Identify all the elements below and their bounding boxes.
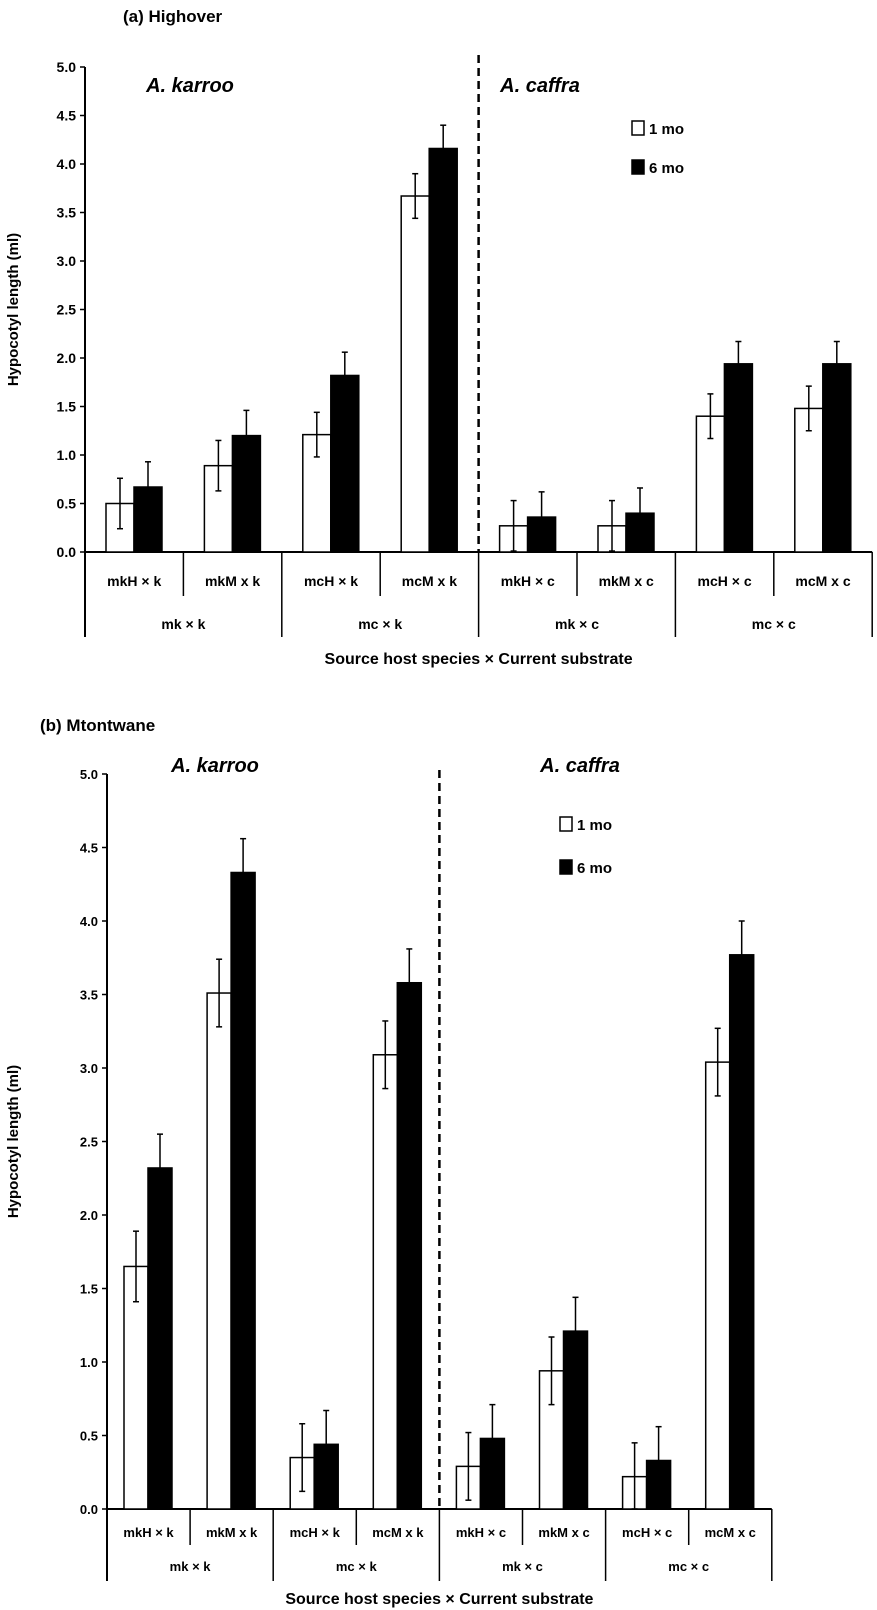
legend-label: 6 mo — [577, 860, 612, 877]
legend-label: 6 mo — [649, 160, 684, 177]
legend-swatch-6mo — [559, 859, 573, 875]
species-label-caffra: A. caffra — [539, 755, 620, 777]
y-tick-label: 3.5 — [80, 988, 98, 1003]
y-tick-label: 3.0 — [57, 253, 77, 269]
category-label: mcM x c — [705, 1525, 756, 1540]
chart-panel-a: (a) Highover 0.0 0.5 1.0 1.5 2.0 2.5 3.0 3.5 4.0 4… — [5, 7, 873, 668]
category-label: mkH × c — [501, 573, 555, 589]
y-axis-label: Hypocotyl length (ml) — [5, 233, 22, 386]
bar-1mo — [123, 1265, 149, 1510]
category-label: mkH × c — [456, 1525, 506, 1540]
y-tick-label: 1.0 — [57, 447, 77, 463]
category-label: mcM x k — [372, 1525, 424, 1540]
bar-6mo — [147, 1167, 173, 1510]
category-label: mcH × c — [622, 1525, 672, 1540]
y-tick-label: 2.5 — [80, 1135, 98, 1150]
legend-label: 1 mo — [577, 817, 612, 834]
category-label: mcH × k — [290, 1525, 341, 1540]
legend-swatch-1mo — [559, 816, 573, 832]
bar-6mo — [396, 981, 423, 1510]
y-tick-label: 5.0 — [57, 59, 77, 75]
y-tick-label: 2.0 — [57, 350, 77, 366]
y-tick-label: 1.5 — [57, 399, 77, 415]
y-tick-label: 4.5 — [80, 841, 98, 856]
group-label: mk × c — [555, 616, 599, 632]
species-label-karroo: A. karroo — [145, 75, 234, 97]
bar-6mo — [330, 374, 360, 553]
y-tick-label: 0.5 — [80, 1429, 98, 1444]
bar-6mo — [230, 871, 256, 1510]
y-axis-label: Hypocotyl length (ml) — [5, 1065, 22, 1218]
bar-1mo — [400, 195, 430, 553]
bar-1mo — [704, 1061, 731, 1510]
category-label: mcH × k — [304, 573, 358, 589]
bar-6mo — [428, 147, 458, 553]
legend-swatch-1mo — [631, 120, 645, 136]
category-label: mkH × k — [123, 1525, 174, 1540]
y-tick-label: 4.5 — [57, 108, 77, 124]
legend-label: 1 mo — [649, 121, 684, 138]
y-tick-label: 0.0 — [57, 544, 77, 560]
chart-title: (a) Highover — [123, 7, 223, 26]
y-tick-label: 5.0 — [80, 767, 98, 782]
y-tick-label: 2.0 — [80, 1208, 98, 1223]
category-label: mkM x c — [538, 1525, 589, 1540]
y-tick-label: 1.0 — [80, 1355, 98, 1370]
group-label: mc × k — [336, 1559, 378, 1574]
bar-1mo — [372, 1054, 399, 1510]
species-label-caffra: A. caffra — [499, 75, 580, 97]
legend-swatch-6mo — [631, 159, 645, 175]
x-axis-label: Source host species × Current substrate — [325, 651, 633, 668]
category-label: mkM x k — [206, 1525, 258, 1540]
category-label: mkH × k — [107, 573, 161, 589]
y-tick-label: 2.5 — [57, 302, 77, 318]
group-label: mc × k — [358, 616, 402, 632]
category-label: mkM x k — [205, 573, 260, 589]
group-label: mk × k — [161, 616, 205, 632]
category-label: mkM x c — [599, 573, 654, 589]
y-tick-label: 0.0 — [80, 1502, 98, 1517]
y-tick-label: 4.0 — [57, 156, 77, 172]
y-tick-label: 1.5 — [80, 1282, 98, 1297]
category-label: mcM x k — [402, 573, 457, 589]
bar-1mo — [794, 407, 824, 553]
group-label: mk × c — [502, 1559, 543, 1574]
y-tick-label: 3.0 — [80, 1061, 98, 1076]
group-label: mk × k — [170, 1559, 212, 1574]
category-label: mcH × c — [698, 573, 752, 589]
species-label-karroo: A. karroo — [170, 755, 259, 777]
group-label: mc × c — [752, 616, 796, 632]
chart-title: (b) Mtontwane — [40, 716, 155, 735]
category-label: mcM x c — [795, 573, 850, 589]
bar-6mo — [822, 363, 852, 553]
y-tick-label: 4.0 — [80, 914, 98, 929]
group-label: mc × c — [668, 1559, 709, 1574]
chart-panel-b: (b) Mtontwane 0.0 0.5 1.0 1.5 2.0 2.5 3.0 3.5 4.0… — [5, 716, 773, 1608]
x-axis-label: Source host species × Current substrate — [285, 1591, 593, 1608]
y-tick-label: 0.5 — [57, 496, 77, 512]
bar-1mo — [206, 992, 232, 1510]
bar-6mo — [728, 954, 755, 1510]
bar-6mo — [723, 363, 754, 553]
y-tick-label: 3.5 — [57, 205, 77, 221]
